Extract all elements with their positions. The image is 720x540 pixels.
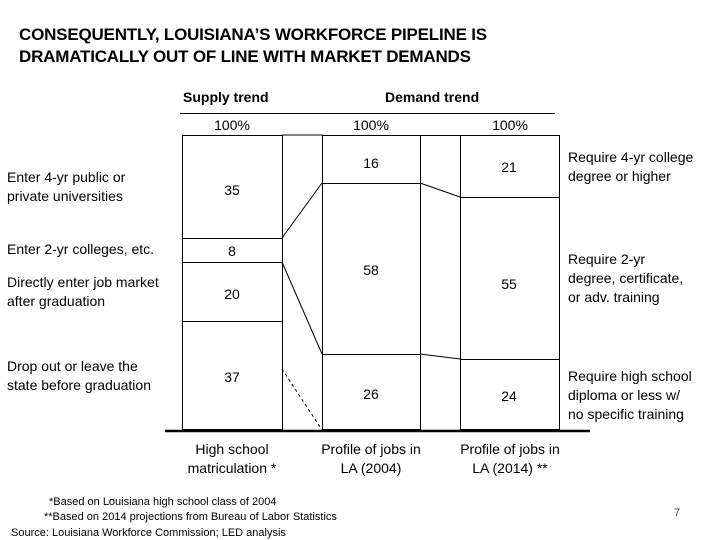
demand-2014-value-hs: 24 [501,388,517,404]
demand-2004-column [322,135,421,430]
slide-title: CONSEQUENTLY, LOUISIANA’S WORKFORCE PIPE… [19,24,487,68]
x-label-supply: High school matriculation * [187,441,277,476]
page-number: 7 [674,507,681,519]
supply-label-job-market: Directly enter job market after graduati… [7,274,159,309]
x-label-2014: Profile of jobs in LA (2014) ** [460,441,560,476]
supply-value-4yr: 35 [224,182,240,198]
demand-label-2yr: Require 2-yr degree, certificate, or adv… [568,251,684,305]
header-divider [180,113,555,114]
demand-2014-value-2yr: 55 [501,276,517,292]
supply-label-dropout: Drop out or leave the state before gradu… [7,358,151,393]
supply-label-4yr: Enter 4-yr public or private universitie… [7,169,126,204]
demand-2014-value-4yr: 21 [501,159,517,175]
x-label-2004: Profile of jobs in LA (2004) [321,441,421,476]
supply-total: 100% [214,117,250,133]
source-note: Source: Louisiana Workforce Commission; … [11,527,286,539]
demand-2004-value-2yr: 58 [363,262,379,278]
supply-column [182,135,283,430]
footnote-2: **Based on 2014 projections from Bureau … [44,511,337,523]
demand-2004-value-4yr: 16 [363,155,379,171]
footnote-1: *Based on Louisiana high school class of… [49,496,277,508]
demand-2004-total: 100% [353,117,389,133]
demand-trend-header: Demand trend [385,89,480,105]
supply-value-dropout: 37 [224,369,240,385]
supply-label-2yr: Enter 2-yr colleges, etc. [7,241,155,257]
demand-2004-value-hs: 26 [363,386,379,402]
demand-2014-total: 100% [492,117,528,133]
supply-value-2yr: 8 [228,243,236,259]
title-line-2: DRAMATICALLY OUT OF LINE WITH MARKET DEM… [19,47,471,66]
demand-2014-column [460,135,560,430]
supply-trend-header: Supply trend [183,89,269,105]
title-line-1: CONSEQUENTLY, LOUISIANA’S WORKFORCE PIPE… [19,25,487,44]
demand-label-hs: Require high school diploma or less w/ n… [568,368,692,422]
supply-value-job-market: 20 [224,286,240,302]
demand-label-4yr: Require 4-yr college degree or higher [568,149,694,184]
